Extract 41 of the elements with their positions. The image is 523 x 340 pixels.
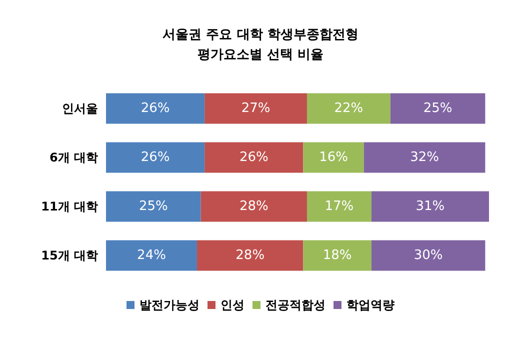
legend-label: 발전가능성 xyxy=(140,298,200,312)
data-label: 28% xyxy=(236,248,265,263)
y-tick-label: 15개 대학 xyxy=(41,248,98,262)
y-tick-label: 6개 대학 xyxy=(49,150,98,164)
data-label: 16% xyxy=(319,150,348,165)
bar xyxy=(306,191,372,222)
bar xyxy=(204,93,307,124)
bar xyxy=(371,191,489,222)
bar xyxy=(197,240,304,271)
data-label: 26% xyxy=(239,150,268,165)
bar xyxy=(303,142,364,173)
legend-label: 전공적합성 xyxy=(266,298,326,312)
data-label: 25% xyxy=(423,101,452,116)
bar xyxy=(106,142,205,173)
bar xyxy=(306,93,390,124)
bar xyxy=(106,93,205,124)
bar xyxy=(204,142,304,173)
data-label: 17% xyxy=(324,199,354,214)
data-label: 27% xyxy=(241,101,270,116)
chart-title: 서울권 주요 대학 학생부종합전형 평가요소별 선택 비율 xyxy=(162,28,358,62)
data-label: 18% xyxy=(322,248,352,263)
bar xyxy=(303,240,372,271)
bar xyxy=(364,142,486,173)
data-label: 22% xyxy=(334,101,364,116)
legend-label: 학업역량 xyxy=(346,298,394,312)
bar xyxy=(200,191,307,222)
data-label: 28% xyxy=(239,199,268,214)
y-tick-label: 인서울 xyxy=(62,102,98,116)
bar xyxy=(106,240,198,271)
data-label: 24% xyxy=(137,248,166,263)
data-label: 26% xyxy=(140,101,170,116)
data-label: 31% xyxy=(416,199,445,214)
bar xyxy=(390,93,486,124)
legend-label: 인성 xyxy=(220,298,244,312)
bar xyxy=(371,240,486,271)
bar xyxy=(106,191,201,222)
data-label: 25% xyxy=(138,199,168,214)
data-label: 32% xyxy=(410,150,439,165)
y-tick-label: 11개 대학 xyxy=(41,200,98,214)
data-label: 30% xyxy=(414,248,443,263)
data-label: 26% xyxy=(140,150,170,165)
